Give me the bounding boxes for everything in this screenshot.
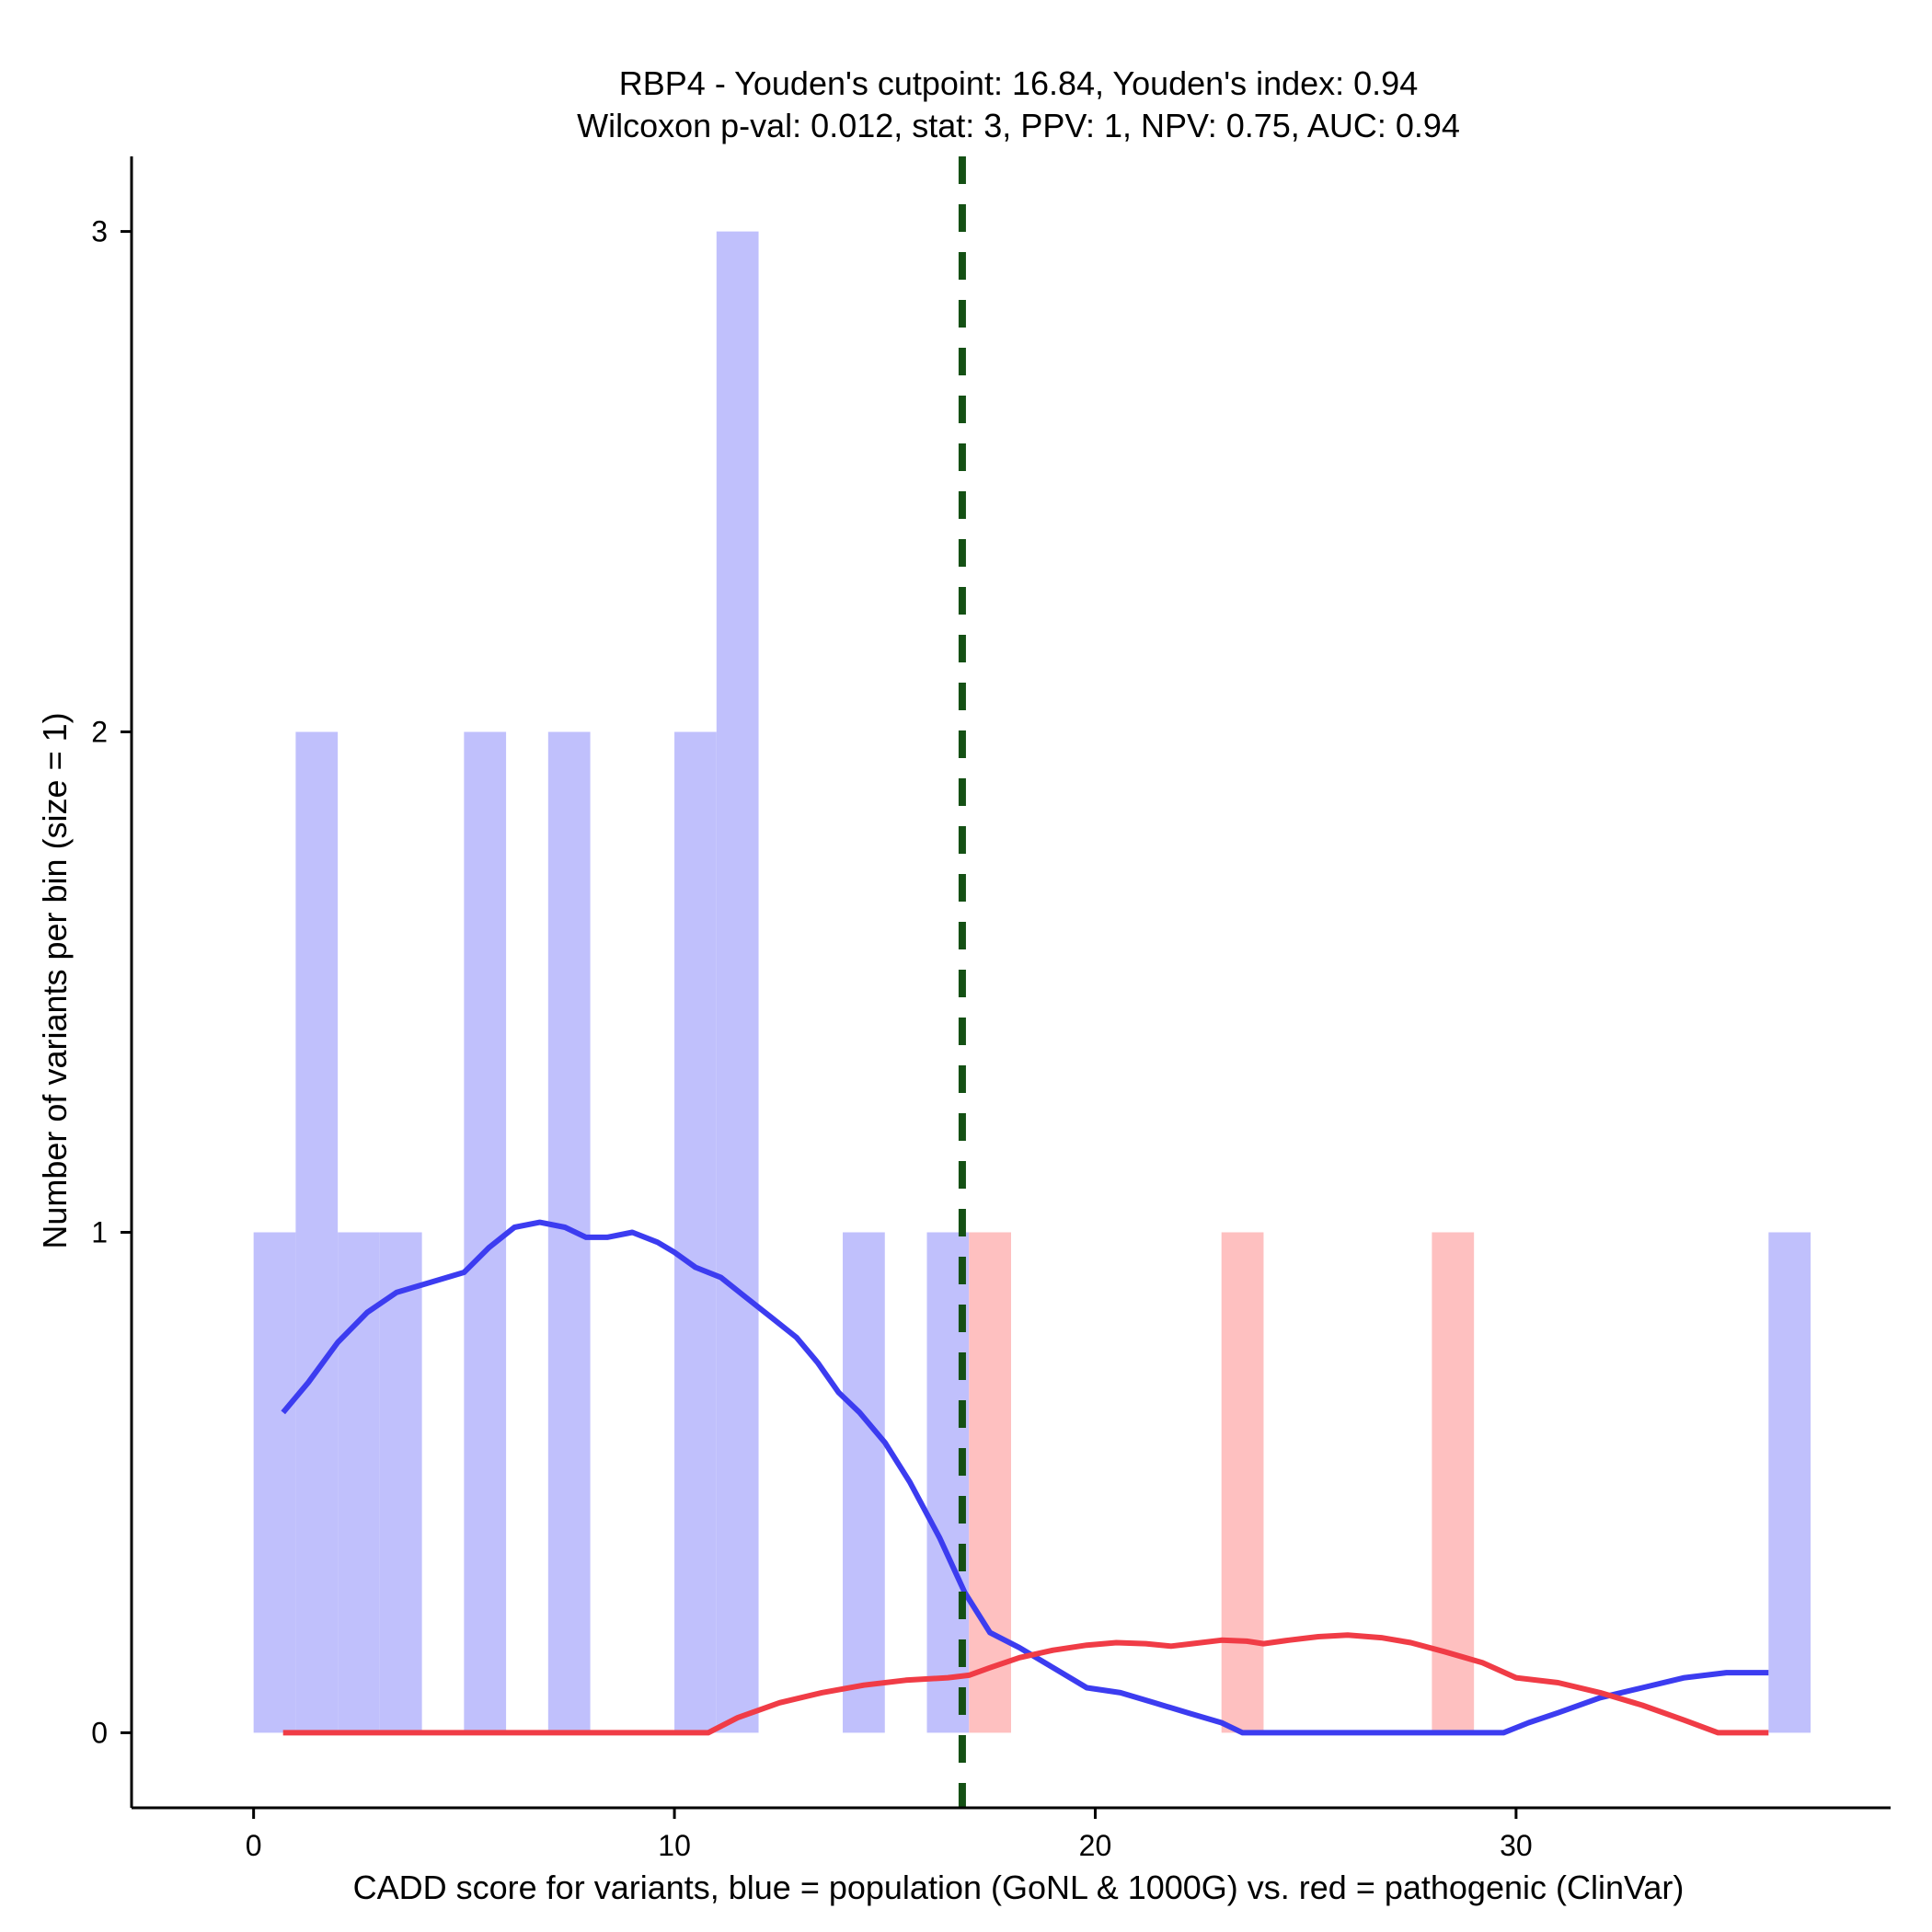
population-bar [716,231,759,1733]
x-tick-label: 10 [658,1829,691,1862]
population-bar [295,731,339,1733]
pathogenic-density-curve [282,1632,1769,1736]
population-bar [253,1232,296,1733]
chart-title-line-2: Wilcoxon p-val: 0.012, stat: 3, PPV: 1, … [577,107,1460,144]
x-tick-label: 20 [1079,1829,1112,1862]
y-tick-label: 0 [91,1716,108,1749]
y-axis-title: Number of variants per bin (size = 1) [36,712,74,1248]
population-bars [253,231,1811,1733]
x-axis-ticks: 0 10 20 30 [246,1808,1533,1862]
population-density-curve [281,1219,1769,1736]
x-axis-title: CADD score for variants, blue = populati… [353,1869,1685,1906]
population-bar [1768,1232,1811,1733]
pathogenic-bar [969,1232,1011,1733]
pathogenic-bars [969,1232,1475,1733]
population-bar [464,731,507,1733]
y-tick-label: 3 [91,215,108,248]
population-bar [674,731,717,1733]
population-bar [338,1232,380,1733]
chart-title-line-1: RBP4 - Youden's cutpoint: 16.84, Youden'… [619,64,1418,102]
pathogenic-bar [1221,1232,1264,1733]
y-axis-ticks: 0 1 2 3 [91,215,132,1749]
y-tick-label: 2 [91,716,108,749]
population-bar [843,1232,885,1733]
y-tick-label: 1 [91,1215,108,1248]
population-bar [379,1232,422,1733]
x-tick-label: 0 [246,1829,262,1862]
x-tick-label: 30 [1500,1829,1533,1862]
